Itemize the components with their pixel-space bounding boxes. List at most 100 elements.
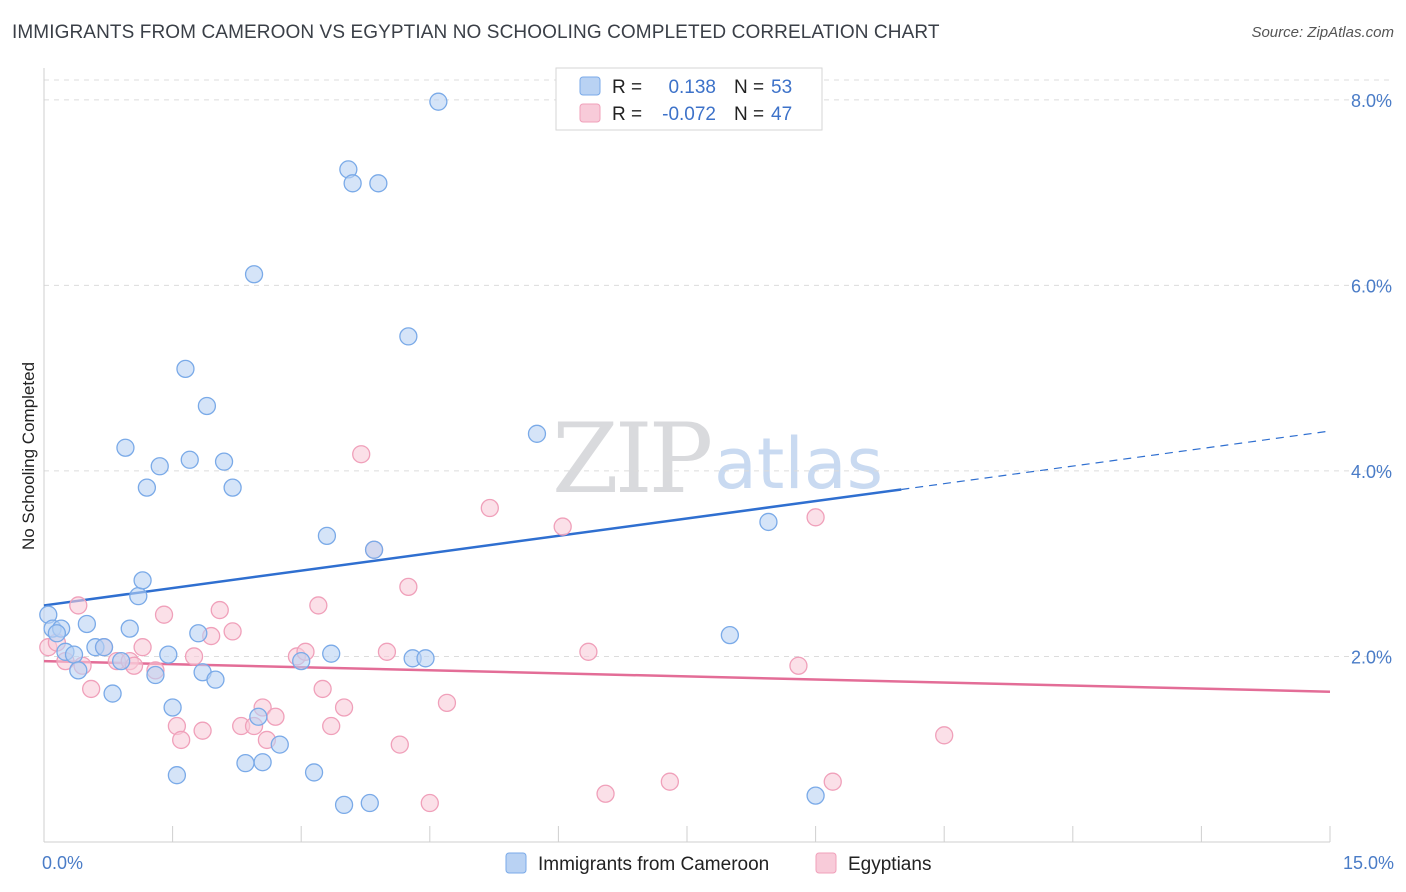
point-egyptians-36 — [420, 793, 439, 813]
point-cameroon-51 — [236, 753, 255, 773]
y-tick-label-3: 8.0% — [1351, 91, 1392, 111]
legend-r-label-cameroon: R = — [612, 77, 642, 98]
point-egyptians-3 — [69, 596, 88, 615]
bottom-legend: Immigrants from Cameroon Egyptians — [505, 852, 931, 875]
point-egyptians-35 — [399, 577, 418, 597]
grid-lines — [44, 79, 1392, 657]
point-cameroon-45 — [416, 649, 435, 668]
legend-r-label-egyptians: R = — [612, 104, 642, 125]
point-egyptians-14 — [172, 730, 191, 750]
point-cameroon-18 — [159, 645, 178, 664]
point-cameroon-12 — [120, 619, 139, 638]
point-cameroon-28 — [223, 478, 242, 497]
point-cameroon-29 — [244, 265, 264, 284]
point-cameroon-26 — [206, 670, 225, 689]
point-cameroon-52 — [47, 624, 67, 643]
point-cameroon-14 — [133, 571, 152, 590]
point-cameroon-39 — [343, 174, 362, 193]
legend-swatch-cameroon — [579, 76, 601, 96]
point-cameroon-43 — [399, 327, 418, 346]
watermark-atlas: atlas — [714, 423, 883, 505]
point-egyptians-43 — [789, 656, 808, 675]
point-egyptians-24 — [266, 707, 285, 726]
point-egyptians-16 — [193, 721, 212, 740]
point-cameroon-8 — [94, 638, 114, 657]
point-cameroon-9 — [103, 684, 122, 703]
point-egyptians-27 — [309, 596, 328, 615]
point-cameroon-17 — [150, 457, 169, 476]
legend-r-value-cameroon: 0.138 — [668, 77, 716, 98]
point-egyptians-12 — [154, 605, 174, 624]
point-cameroon-37 — [334, 795, 354, 815]
trendline-0-extension — [901, 430, 1331, 491]
point-egyptians-39 — [553, 517, 572, 536]
legend-n-label-cameroon: N = — [734, 77, 764, 98]
y-tick-label-2: 6.0% — [1351, 276, 1392, 296]
chart-title: IMMIGRANTS FROM CAMEROON VS EGYPTIAN NO … — [12, 22, 940, 43]
point-cameroon-35 — [317, 526, 337, 546]
legend-n-value-cameroon: 53 — [771, 77, 792, 98]
point-egyptians-31 — [352, 445, 371, 464]
point-egyptians-5 — [82, 679, 101, 699]
trendline-0 — [43, 488, 902, 607]
point-cameroon-13 — [129, 587, 148, 606]
point-cameroon-42 — [369, 174, 388, 193]
point-cameroon-33 — [292, 651, 311, 671]
point-cameroon-30 — [249, 707, 268, 726]
point-cameroon-25 — [197, 396, 217, 416]
chart-source: Source: ZipAtlas.com — [1251, 24, 1394, 41]
y-axis-label: No Schooling Completed — [19, 362, 38, 550]
point-cameroon-4 — [64, 645, 84, 664]
bottom-legend-swatch-egyptians — [815, 852, 837, 874]
bottom-legend-label-egyptians: Egyptians — [848, 854, 931, 875]
y-tick-label-1: 4.0% — [1351, 462, 1392, 482]
point-cameroon-10 — [112, 651, 131, 671]
legend-swatch-egyptians — [579, 103, 601, 123]
point-egyptians-19 — [223, 622, 242, 641]
axes — [43, 68, 1331, 843]
point-cameroon-16 — [146, 665, 165, 685]
point-egyptians-28 — [313, 679, 332, 699]
point-egyptians-30 — [334, 698, 354, 717]
point-egyptians-18 — [210, 600, 229, 620]
point-cameroon-22 — [180, 450, 199, 469]
point-cameroon-6 — [77, 614, 97, 634]
legend: R = 0.138 N = 53 R = -0.072 N = 47 — [555, 67, 823, 131]
legend-n-value-egyptians: 47 — [771, 104, 792, 125]
point-egyptians-29 — [322, 716, 341, 736]
point-cameroon-31 — [253, 753, 272, 772]
bottom-legend-swatch-cameroon — [505, 852, 527, 874]
point-cameroon-5 — [69, 661, 88, 680]
point-egyptians-41 — [596, 784, 615, 803]
data-points — [39, 92, 954, 815]
point-cameroon-49 — [759, 512, 778, 532]
point-cameroon-41 — [364, 540, 384, 559]
legend-r-value-egyptians: -0.072 — [662, 104, 716, 125]
trendline-1 — [43, 659, 1331, 693]
watermark-zip: ZIP — [552, 403, 711, 515]
point-cameroon-20 — [167, 766, 187, 785]
point-cameroon-50 — [806, 786, 825, 805]
point-egyptians-15 — [184, 647, 204, 666]
point-cameroon-27 — [214, 452, 234, 471]
point-cameroon-46 — [429, 92, 448, 111]
point-cameroon-40 — [360, 793, 379, 813]
point-cameroon-36 — [322, 644, 341, 663]
point-cameroon-48 — [720, 625, 740, 645]
point-egyptians-34 — [390, 735, 409, 754]
point-cameroon-21 — [176, 359, 195, 379]
point-egyptians-10 — [133, 638, 152, 657]
point-egyptians-33 — [377, 642, 397, 661]
point-cameroon-15 — [137, 478, 157, 497]
point-egyptians-45 — [823, 772, 842, 791]
point-cameroon-32 — [270, 735, 289, 754]
point-egyptians-44 — [806, 508, 825, 527]
point-cameroon-47 — [527, 424, 547, 443]
x-tick-label-max: 15.0% — [1343, 853, 1394, 873]
trendlines — [43, 430, 1331, 693]
point-egyptians-42 — [660, 772, 680, 791]
point-cameroon-34 — [304, 763, 324, 782]
point-egyptians-38 — [480, 498, 499, 518]
point-egyptians-40 — [579, 642, 598, 661]
